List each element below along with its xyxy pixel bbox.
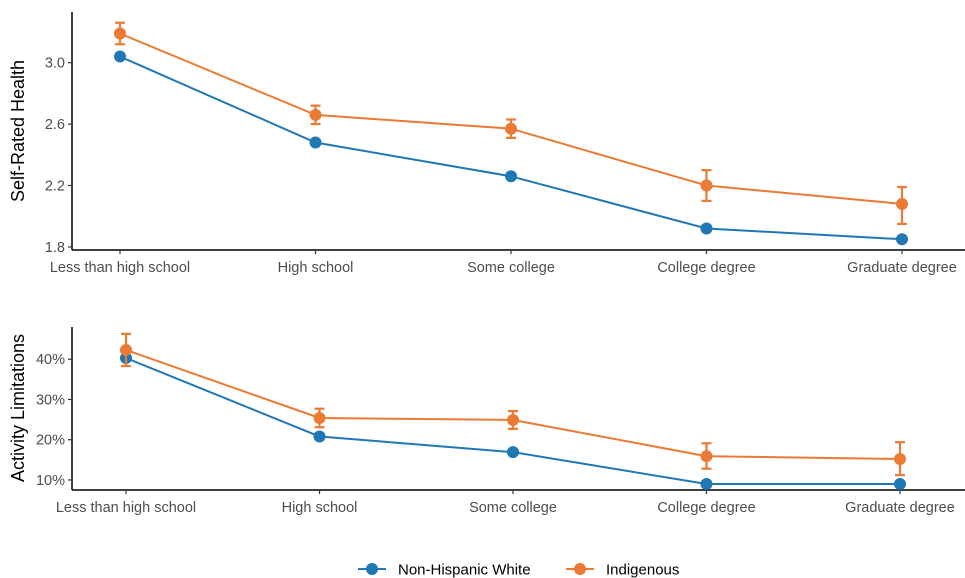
data-point: [309, 136, 322, 149]
data-point: [896, 197, 908, 210]
data-point: [700, 222, 713, 235]
data-point: [894, 453, 906, 466]
x-tick-label: Graduate degree: [845, 500, 955, 516]
series-non-hispanic-white: [114, 50, 908, 246]
legend-label: Indigenous: [606, 562, 679, 578]
y-tick-label: 2.6: [45, 117, 65, 133]
y-tick-label: 10%: [36, 473, 65, 489]
activity-limitations-panel: 10% 20% 30% 40% Less than high school High sc…: [8, 327, 965, 516]
data-point: [505, 122, 517, 135]
y-tick-label: 2.2: [45, 179, 65, 195]
legend-label: Non-Hispanic White: [398, 562, 531, 578]
x-tick-label: Some college: [467, 260, 555, 276]
series-indigenous: [120, 332, 906, 477]
y-tick-label: 30%: [36, 392, 65, 408]
data-point: [507, 446, 519, 459]
x-tick-label: College degree: [657, 500, 755, 516]
y-axis-title: Activity Limitations: [8, 334, 28, 482]
series-line: [119, 55, 903, 241]
y-tick-label: 20%: [36, 433, 65, 449]
data-point: [120, 343, 132, 356]
data-point: [313, 430, 326, 443]
data-point: [896, 233, 908, 246]
legend-item-non-hispanic-white: Non-Hispanic White: [358, 562, 531, 578]
data-point: [700, 179, 713, 192]
data-point: [507, 413, 519, 426]
x-tick-label: Graduate degree: [847, 260, 957, 276]
y-tick-label: 40%: [36, 352, 65, 368]
x-tick-label: College degree: [657, 260, 755, 276]
data-point: [700, 450, 713, 463]
series-indigenous: [114, 21, 908, 225]
legend-key-marker: [574, 563, 586, 575]
data-point: [114, 50, 126, 63]
data-point: [313, 411, 326, 424]
x-tick-label: High school: [278, 260, 354, 276]
data-point: [505, 170, 517, 183]
legend: Non-Hispanic White Indigenous: [358, 562, 679, 578]
data-point: [309, 108, 322, 121]
data-point: [114, 27, 126, 40]
series-non-hispanic-white: [120, 351, 906, 490]
y-tick-label: 1.8: [45, 240, 65, 256]
x-tick-label: Less than high school: [56, 500, 196, 516]
x-tick-label: High school: [282, 500, 358, 516]
x-tick-label: Less than high school: [50, 260, 190, 276]
legend-item-indigenous: Indigenous: [566, 562, 679, 578]
legend-key-marker: [366, 563, 378, 575]
y-tick-label: 3.0: [45, 56, 65, 72]
data-point: [700, 477, 713, 490]
x-tick-label: Some college: [469, 500, 557, 516]
data-point: [894, 477, 906, 490]
y-axis-title: Self-Rated Health: [8, 60, 28, 202]
self-rated-health-panel: 1.8 2.2 2.6 3.0 Less than high school High sc…: [8, 12, 965, 276]
